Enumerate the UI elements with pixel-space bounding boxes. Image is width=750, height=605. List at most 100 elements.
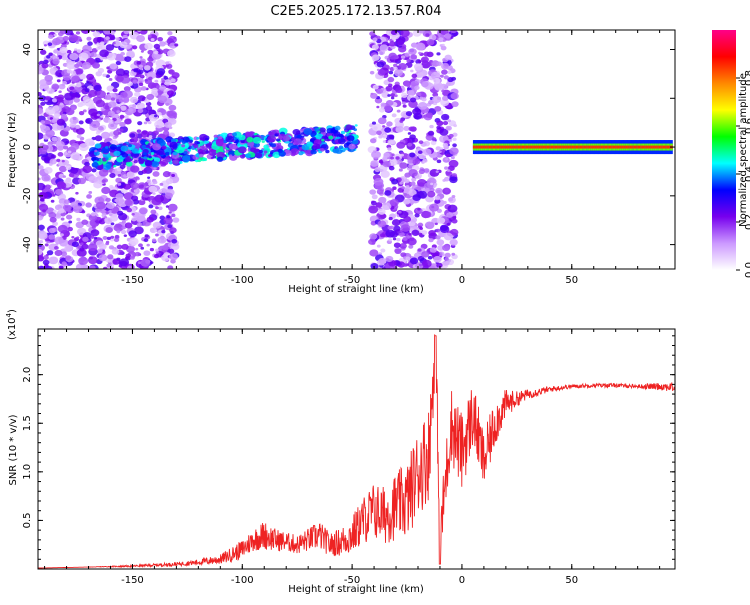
heat-cell xyxy=(159,85,167,91)
heat-cell xyxy=(394,248,402,255)
heat-cell xyxy=(124,222,133,229)
heat-cell xyxy=(38,182,46,191)
heat-cell xyxy=(51,83,60,90)
tone-cell xyxy=(516,145,519,149)
heat-cell xyxy=(408,100,418,108)
heat-cell xyxy=(417,101,428,110)
heat-cell xyxy=(137,121,143,126)
heat-cell xyxy=(137,95,146,102)
heat-cell xyxy=(158,189,163,192)
heat-cell xyxy=(92,81,97,84)
tone-cell xyxy=(480,145,484,149)
heat-cell xyxy=(85,117,93,124)
heat-cell xyxy=(394,94,398,98)
heat-cell xyxy=(96,90,106,99)
heat-cell xyxy=(70,32,74,36)
heat-cell xyxy=(38,265,45,269)
heat-cell xyxy=(162,171,171,178)
heat-cell xyxy=(388,238,393,242)
heat-cell xyxy=(165,63,173,69)
heat-cell xyxy=(108,213,113,217)
heat-cell xyxy=(58,208,65,214)
heat-cell xyxy=(405,256,411,261)
heat-cell xyxy=(140,74,145,78)
heat-cell xyxy=(395,125,404,133)
heat-cell xyxy=(61,83,65,87)
heat-cell xyxy=(379,44,389,52)
heat-cell xyxy=(58,165,67,173)
heat-cell xyxy=(326,138,331,142)
heat-cell xyxy=(66,49,72,54)
heat-cell xyxy=(136,102,145,110)
heat-cell xyxy=(376,130,382,136)
heat-cell xyxy=(276,138,281,142)
heat-cell xyxy=(54,30,60,34)
heat-cell xyxy=(384,190,392,196)
heat-cell xyxy=(403,198,411,205)
heat-cell xyxy=(181,144,186,148)
colorbar-tick-label: 0.8 xyxy=(744,70,750,86)
heat-cell xyxy=(369,249,379,257)
figure-title: C2E5.2025.172.13.57.R04 xyxy=(270,4,441,19)
heat-cell xyxy=(109,144,117,150)
heat-cell xyxy=(76,127,85,135)
x-tick-label: -50 xyxy=(344,575,360,586)
heat-cell xyxy=(45,129,55,138)
heat-cell xyxy=(163,79,172,86)
tone-cell xyxy=(599,145,602,149)
heat-cell xyxy=(106,85,115,92)
heat-cell xyxy=(165,157,172,163)
heat-cell xyxy=(159,182,164,186)
heat-cell xyxy=(370,160,379,167)
heat-cell xyxy=(436,125,442,130)
heat-cell xyxy=(41,144,49,151)
heat-cell xyxy=(105,145,109,149)
heat-cell xyxy=(45,106,56,115)
snr-panel: -150 -100 -50 0 50 0.5 1.0 1.5 2.0 Height of st… xyxy=(5,309,676,595)
heat-cell xyxy=(306,141,314,147)
tone-cell xyxy=(640,145,643,149)
heat-cell xyxy=(449,239,458,246)
heat-cell xyxy=(436,120,444,127)
heat-cell xyxy=(101,131,111,139)
heat-cell xyxy=(163,130,170,136)
heat-cell xyxy=(167,31,173,36)
heat-cell xyxy=(216,156,224,162)
heat-cell xyxy=(405,111,413,117)
heat-cell xyxy=(95,201,106,210)
heat-cell xyxy=(418,169,425,175)
heat-cell xyxy=(409,152,416,158)
heat-cell xyxy=(389,230,399,238)
tone-cell xyxy=(611,145,614,149)
tone-cell xyxy=(570,145,573,149)
spectrogram-x-label: Height of straight line (km) xyxy=(288,284,424,295)
tone-cell xyxy=(540,145,543,149)
heat-cell xyxy=(446,70,452,75)
heat-cell xyxy=(127,144,132,148)
heat-cell xyxy=(154,50,159,55)
heat-cell xyxy=(451,173,458,178)
heat-cell xyxy=(60,217,65,221)
heat-cell xyxy=(445,158,449,161)
tone-cell xyxy=(633,145,636,149)
heat-cell xyxy=(446,222,451,226)
heat-cell xyxy=(143,121,148,125)
heat-cell xyxy=(67,150,72,154)
tone-cell xyxy=(505,145,509,149)
heat-cell xyxy=(441,43,445,47)
heat-cell xyxy=(399,181,403,185)
heat-cell xyxy=(453,124,457,128)
spectrogram-cells xyxy=(38,30,673,269)
heat-cell xyxy=(152,171,160,177)
heat-cell xyxy=(105,36,110,41)
heat-cell xyxy=(407,142,413,147)
heat-cell xyxy=(388,83,393,88)
tone-cell xyxy=(645,145,648,149)
heat-cell xyxy=(71,89,77,93)
tone-cell xyxy=(533,145,536,149)
heat-cell xyxy=(387,226,392,230)
heat-cell xyxy=(61,55,68,61)
heat-cell xyxy=(195,159,199,163)
heat-cell xyxy=(51,98,58,103)
heat-cell xyxy=(139,30,148,35)
